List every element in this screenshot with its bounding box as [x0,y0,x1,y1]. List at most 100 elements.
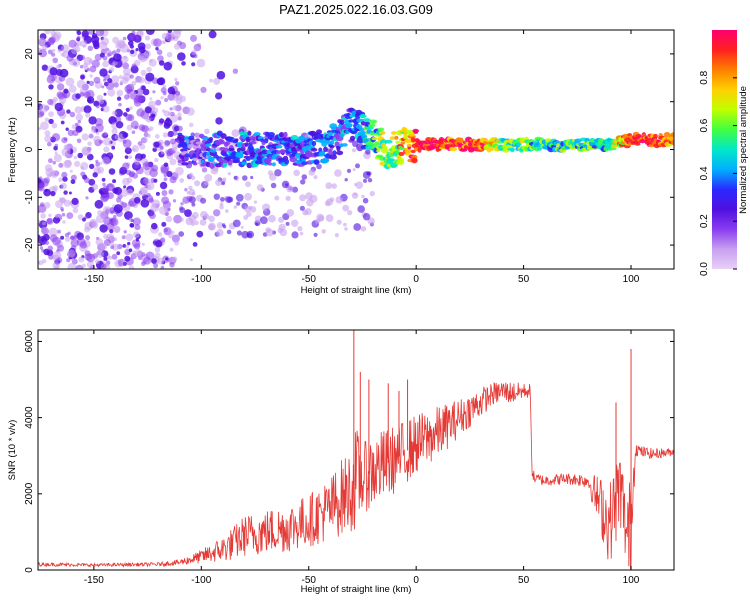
noise-speckle [352,168,356,172]
noise-speckle [163,61,173,71]
noise-speckle [86,96,95,104]
noise-speckle [52,48,56,53]
signal-mark [329,123,338,129]
noise-speckle [61,171,68,178]
signal-mark [404,138,412,144]
noise-speckle [44,135,52,143]
noise-speckle [208,215,215,223]
noise-speckle [89,163,95,170]
noise-speckle [118,40,126,49]
noise-speckle [196,230,204,238]
noise-speckle [75,264,84,269]
noise-speckle [48,118,54,125]
signal-mark [289,157,298,163]
noise-speckle [116,251,121,256]
colorbar-gradient [712,30,737,269]
noise-speckle [297,226,303,232]
noise-speckle [160,96,164,100]
signal-mark [329,140,335,145]
noise-speckle [256,184,264,192]
signal-mark [395,140,401,144]
noise-speckle [88,80,95,87]
noise-speckle [169,138,176,145]
noise-speckle [42,233,50,241]
noise-speckle [309,194,318,203]
noise-speckle [65,77,75,87]
noise-speckle [177,52,186,61]
noise-speckle [155,99,162,106]
noise-speckle [76,79,86,89]
noise-speckle [235,193,244,202]
noise-speckle [200,197,207,204]
noise-speckle [165,257,169,261]
noise-speckle [70,179,76,185]
signal-mark [301,161,309,166]
noise-speckle [174,240,180,246]
noise-speckle [138,124,146,131]
noise-speckle [142,161,152,171]
noise-speckle [169,107,173,111]
noise-speckle [101,185,110,194]
noise-speckle [121,55,129,64]
noise-speckle [164,98,169,102]
noise-speckle [216,222,224,229]
colorbar-tick-label: 0.4 [699,166,710,180]
noise-speckle [41,258,47,264]
noise-speckle [299,231,304,236]
noise-speckle [171,230,175,234]
noise-speckle [88,133,94,139]
noise-speckle [64,95,68,99]
y-tick-label: 0 [24,567,35,573]
noise-speckle [66,258,71,263]
signal-mark [264,138,269,144]
noise-speckle [163,140,171,147]
noise-speckle [52,185,59,192]
spectrogram-marks [38,30,674,269]
signal-mark [327,131,334,136]
signal-mark [391,131,397,135]
noise-speckle [285,221,290,226]
noise-speckle [173,43,181,50]
noise-speckle [75,40,82,47]
noise-speckle [111,253,118,260]
noise-speckle [51,133,61,142]
noise-speckle [299,205,305,211]
noise-speckle [52,57,58,64]
noise-speckle [81,133,89,141]
noise-speckle [50,190,56,197]
noise-speckle [77,214,84,221]
noise-speckle [189,122,194,128]
noise-speckle [68,85,77,93]
noise-speckle [191,202,196,207]
noise-speckle [71,58,81,67]
x-tick-label: -50 [302,575,317,586]
noise-speckle [49,67,58,76]
snr-frame [37,329,675,571]
noise-speckle [346,168,352,173]
noise-speckle [360,226,367,232]
noise-speckle [162,109,166,113]
signal-mark [399,157,404,163]
signal-mark [247,130,252,136]
noise-speckle [281,180,290,189]
signal-mark [208,137,214,142]
noise-speckle [191,62,196,67]
signal-mark [195,148,200,152]
noise-speckle [113,204,123,214]
noise-speckle [184,209,192,218]
noise-speckle [153,38,162,47]
noise-speckle [91,59,100,68]
signal-mark [406,143,413,147]
noise-speckle [188,196,196,204]
noise-speckle [123,112,128,117]
noise-speckle [274,195,280,201]
noise-speckle [51,52,56,57]
signal-mark [587,146,593,151]
y-tick-label: 0 [24,146,35,152]
signal-mark [371,137,378,141]
noise-speckle [199,219,207,226]
noise-speckle [233,205,238,209]
noise-speckle [135,48,139,52]
noise-speckle [63,144,69,150]
